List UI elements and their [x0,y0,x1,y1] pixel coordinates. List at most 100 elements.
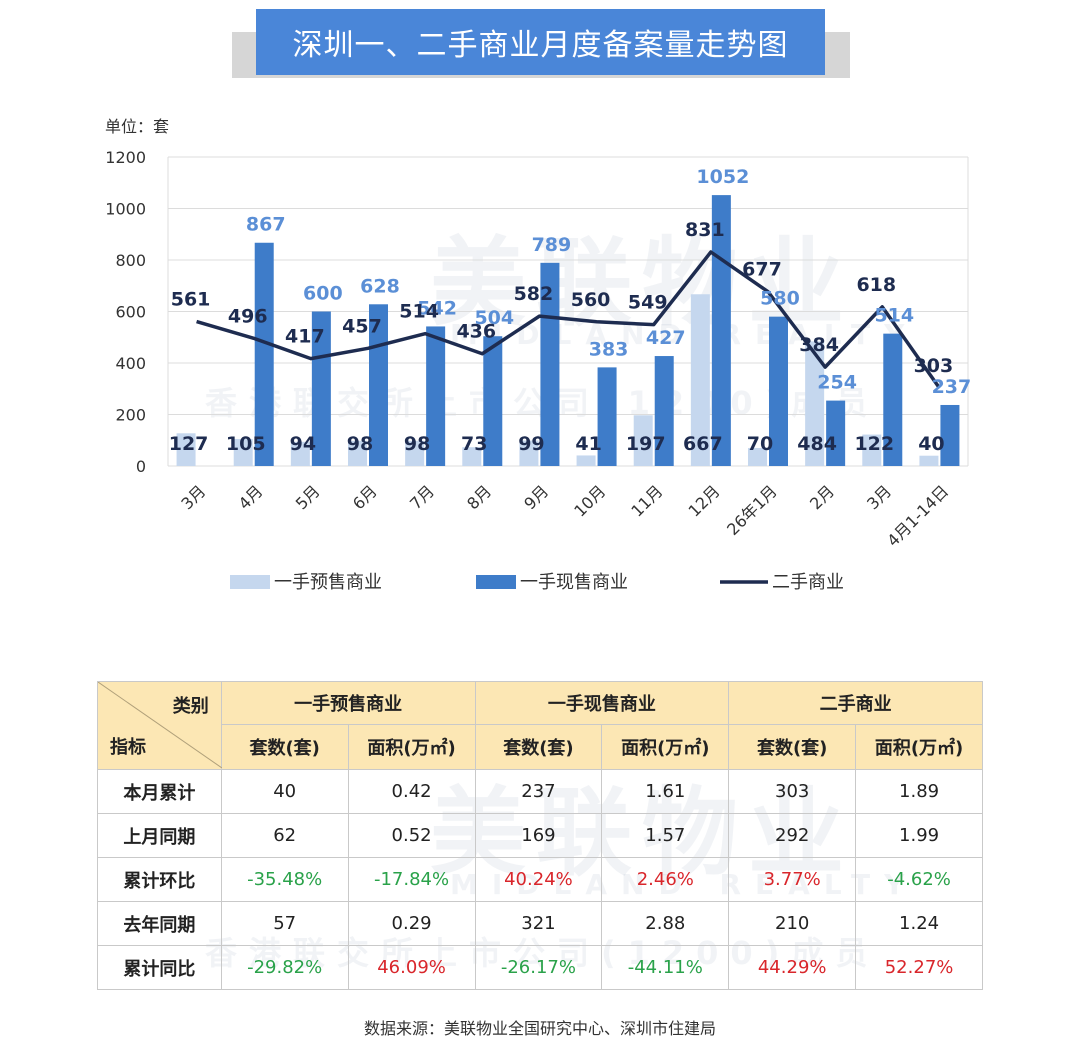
group-header: 一手现售商业 [474,681,730,725]
title-banner: 深圳一、二手商业月度备案量走势图 [256,9,825,75]
bar-presale [290,441,310,466]
x-tick-label: 10月 [570,481,609,520]
legend-swatch-spot [476,575,516,589]
table-cell: -35.48% [220,857,349,902]
line-secondhand [196,250,941,389]
data-source: 数据来源：美联物业全国研究中心、深圳市住建局 [363,1019,716,1038]
table-cell: 52.27% [855,945,983,990]
label-presale: 73 [461,433,487,455]
label-presale: 484 [797,433,837,455]
table-cell: 303 [728,769,857,814]
table-cell: 2.88 [601,901,730,946]
label-secondhand: 384 [799,334,839,356]
sub-header: 面积(万㎡) [347,724,476,770]
y-tick-label: 400 [115,354,146,373]
label-secondhand: 561 [171,289,211,311]
corner-bottom-label: 指标 [110,737,146,758]
bar-presale [462,447,482,466]
x-tick-label: 12月 [685,481,724,520]
bar-presale [805,341,825,466]
group-header: 二手商业 [728,681,983,725]
x-tick-label: 4月 [235,481,267,513]
bar-presale [862,434,882,466]
table-row: 上月同期 62 0.52 169 1.57 292 1.99 [97,813,983,858]
bar-presale [576,455,596,466]
label-presale: 94 [290,433,316,455]
label-spot: 628 [360,275,400,297]
group-header: 一手预售商业 [220,681,476,725]
sub-header: 套数(套) [220,724,349,770]
series-line [196,250,941,389]
y-axis: 0 200 400 600 800 1000 1200 [105,148,146,476]
label-presale: 98 [347,433,373,455]
y-tick-label: 800 [115,251,146,270]
label-spot: 254 [817,372,857,394]
table-row: 去年同期 57 0.29 321 2.88 210 1.24 [97,901,983,946]
corner-diagonal [98,682,222,768]
label-spot: 237 [932,376,972,398]
label-secondhand: 457 [342,315,382,337]
legend-label-presale: 一手预售商业 [274,572,382,593]
table-cell: -29.82% [220,945,349,990]
row-label: 本月累计 [97,769,222,814]
table-cell: 210 [728,901,857,946]
row-label: 累计同比 [97,945,222,990]
label-spot: 789 [532,234,572,256]
label-secondhand: 417 [285,326,325,348]
label-secondhand: 436 [456,321,496,343]
bar-spot [654,356,674,466]
x-tick-label: 6月 [349,481,381,513]
x-tick-label: 7月 [406,481,438,513]
x-tick-label: 11月 [627,481,666,520]
label-secondhand: 514 [399,301,439,323]
bar-presale [233,438,253,466]
label-presale: 127 [169,433,209,455]
label-secondhand: 303 [914,355,954,377]
x-tick-label: 2月 [806,481,838,513]
summary-table: 类别 指标 一手预售商业 一手现售商业 二手商业 套数(套) 面积(万㎡) 套数… [97,681,983,990]
table-cell: 62 [220,813,349,858]
label-secondhand: 618 [856,274,896,296]
x-tick-label: 5月 [292,481,324,513]
bar-spot [940,404,960,466]
row-label: 累计环比 [97,857,222,902]
table-cell: -26.17% [474,945,603,990]
label-secondhand: 549 [628,292,668,314]
table-corner: 类别 指标 [97,681,222,770]
table-cell: 321 [474,901,603,946]
corner-top-label: 类别 [172,696,209,717]
sub-header: 面积(万㎡) [601,724,730,770]
bar-spot [540,262,560,466]
bar-spot [769,316,788,466]
y-tick-label: 200 [115,406,146,425]
table-cell: -17.84% [347,857,476,902]
data-labels: 1275611058674969460041798628457985425147… [169,166,972,455]
table-cell: 44.29% [728,945,857,990]
table-cell: 1.99 [855,813,983,858]
label-presale: 98 [404,433,430,455]
table-cell: 46.09% [347,945,476,990]
label-presale: 99 [518,433,544,455]
label-presale: 105 [226,433,266,455]
bar-presale [176,433,196,466]
chart: 单位：套 0 200 400 600 800 1000 1200 127 561 105 867 4… [105,117,972,593]
y-tick-label: 600 [115,303,146,322]
table-cell: 292 [728,813,857,858]
bar-presale [348,440,367,466]
sub-header: 面积(万㎡) [855,724,983,770]
bar-spot [597,367,617,466]
label-presale: 70 [747,433,773,455]
x-tick-label: 9月 [520,481,552,513]
gridlines [167,156,969,467]
table-cell: -44.11% [601,945,730,990]
table-cell: 57 [220,901,349,946]
bar-presale [405,440,425,466]
table-cell: 0.29 [347,901,476,946]
label-spot: 867 [246,214,286,236]
unit-label: 单位：套 [105,117,169,136]
row-label: 去年同期 [97,901,222,946]
label-presale: 40 [918,433,944,455]
table-row: 累计同比 -29.82% 46.09% -26.17% -44.11% 44.29% 52.… [97,945,983,990]
table-cell: 1.61 [601,769,730,814]
table-cell: 237 [474,769,603,814]
